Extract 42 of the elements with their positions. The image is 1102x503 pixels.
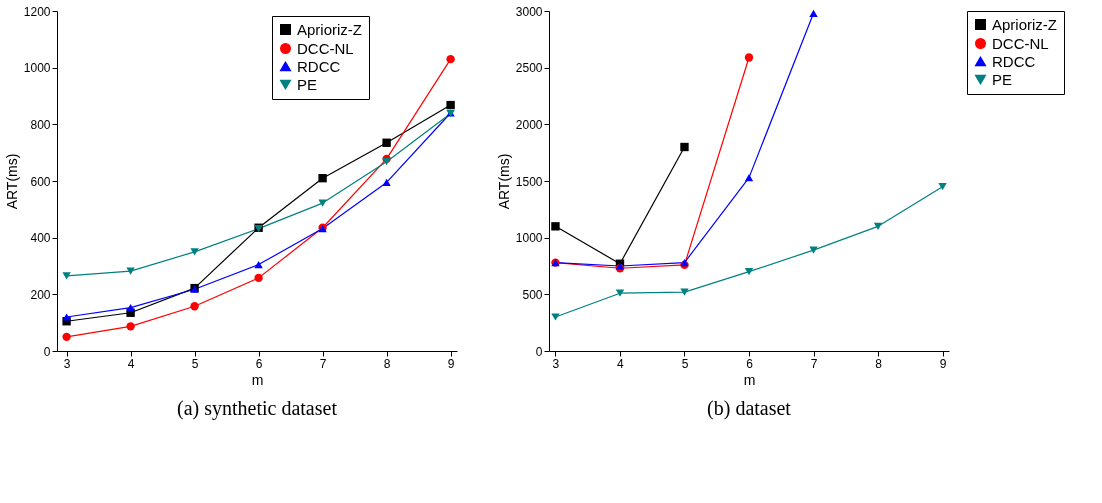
x-tick-label: 3 (552, 356, 560, 371)
x-tick-label: 8 (875, 356, 883, 371)
text: (a) synthetic dataset (177, 397, 338, 420)
x-tick-label: 9 (447, 356, 455, 371)
text: (b) dataset (707, 397, 792, 420)
legend-label: DCC-NL (992, 34, 1049, 52)
y-tick-label: 1200 (23, 4, 51, 19)
y-tick-label: 0 (535, 344, 543, 359)
x-tick-label: 4 (617, 356, 625, 371)
y-tick-label: 800 (30, 117, 51, 132)
y-tick-label: 200 (30, 287, 51, 302)
x-tick-label: 5 (681, 356, 689, 371)
x-axis-title: m (251, 371, 264, 388)
y-tick-label: 600 (30, 174, 51, 189)
legend-label: PE (297, 75, 318, 93)
legend-label: RDCC (992, 52, 1036, 70)
legend-label: PE (992, 70, 1013, 88)
x-tick-label: 6 (255, 356, 263, 371)
legend-label: DCC-NL (297, 39, 354, 57)
y-tick-label: 0 (43, 344, 51, 359)
y-axis-title: ART(ms) (3, 153, 20, 210)
legend-label: Aprioriz-Z (297, 20, 363, 38)
x-tick-label: 3 (63, 356, 71, 371)
x-tick-label: 7 (319, 356, 327, 371)
x-tick-label: 8 (383, 356, 391, 371)
y-tick-label: 2500 (515, 61, 543, 76)
x-tick-label: 4 (127, 356, 135, 371)
x-axis-title: m (743, 371, 756, 388)
y-tick-label: 1000 (515, 231, 543, 246)
legend-label: RDCC (297, 57, 341, 75)
y-tick-label: 3000 (515, 4, 543, 19)
x-tick-label: 9 (939, 356, 947, 371)
y-axis-title: ART(ms) (495, 153, 512, 210)
x-tick-label: 5 (191, 356, 199, 371)
y-tick-label: 2000 (515, 117, 543, 132)
x-tick-label: 6 (746, 356, 754, 371)
x-tick-label: 7 (810, 356, 818, 371)
y-tick-label: 400 (30, 231, 51, 246)
y-tick-label: 1000 (23, 61, 51, 76)
y-tick-label: 500 (522, 287, 543, 302)
y-tick-label: 1500 (515, 174, 543, 189)
legend-label: Aprioriz-Z (992, 15, 1058, 33)
